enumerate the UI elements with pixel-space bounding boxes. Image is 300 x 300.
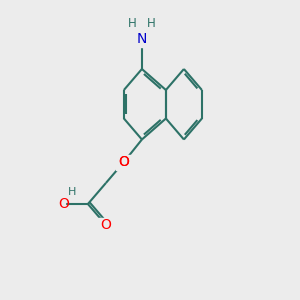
Text: H: H (147, 17, 156, 30)
Text: H: H (128, 17, 137, 30)
Text: H: H (68, 187, 76, 197)
Text: O: O (118, 155, 129, 169)
Text: O: O (58, 197, 69, 211)
Text: O: O (100, 218, 111, 232)
Text: N: N (137, 32, 147, 46)
Text: O: O (118, 155, 129, 169)
